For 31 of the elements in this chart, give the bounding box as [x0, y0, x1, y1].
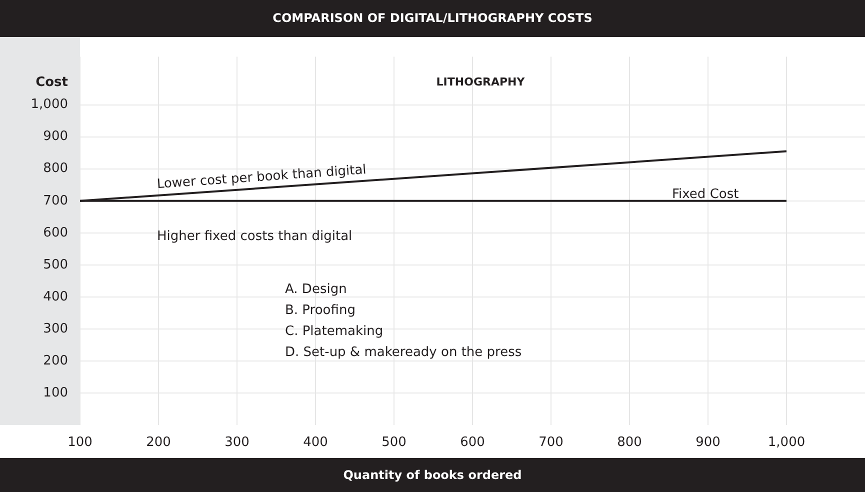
y-tick-label: 1,000	[30, 97, 68, 112]
y-axis-title: Cost	[36, 75, 68, 90]
x-tick-label: 800	[617, 435, 642, 450]
chart-title: COMPARISON OF DIGITAL/LITHOGRAPHY COSTS	[0, 0, 865, 37]
y-tick-label: 800	[43, 161, 68, 176]
y-tick-label: 500	[43, 257, 68, 272]
annotation: Fixed Cost	[672, 187, 739, 202]
text: LITHOGRAPHY	[436, 76, 526, 89]
x-tick-label: 500	[382, 435, 406, 450]
y-tick-label: 400	[43, 289, 68, 304]
x-tick-label: 200	[146, 435, 171, 450]
annotation: A. Design	[285, 282, 347, 298]
y-tick-label: 600	[43, 225, 68, 240]
x-tick-label: 900	[696, 435, 720, 450]
x-tick-label: 100	[68, 435, 92, 450]
x-tick-label: 300	[224, 435, 250, 450]
annotation: B. Proofing	[285, 303, 356, 318]
x-tick-label: 1,000	[768, 435, 806, 450]
y-tick-label: 100	[43, 385, 68, 400]
x-axis-title: Quantity of books ordered	[0, 458, 865, 492]
annotation: C. Platemaking	[285, 324, 384, 340]
y-tick-label: 900	[43, 129, 68, 144]
x-tick-label: 600	[460, 435, 485, 450]
annotation: D. Set-up & makeready on the press	[285, 345, 522, 360]
annotation: Higher fixed costs than digital	[157, 229, 352, 244]
y-tick-label: 700	[43, 193, 68, 208]
annotation: Lower cost per book than digital	[156, 162, 367, 192]
x-tick-label: 700	[538, 435, 564, 450]
y-tick-label: 300	[43, 321, 68, 336]
y-tick-label: 200	[43, 353, 68, 368]
x-tick-label: 400	[303, 435, 328, 450]
